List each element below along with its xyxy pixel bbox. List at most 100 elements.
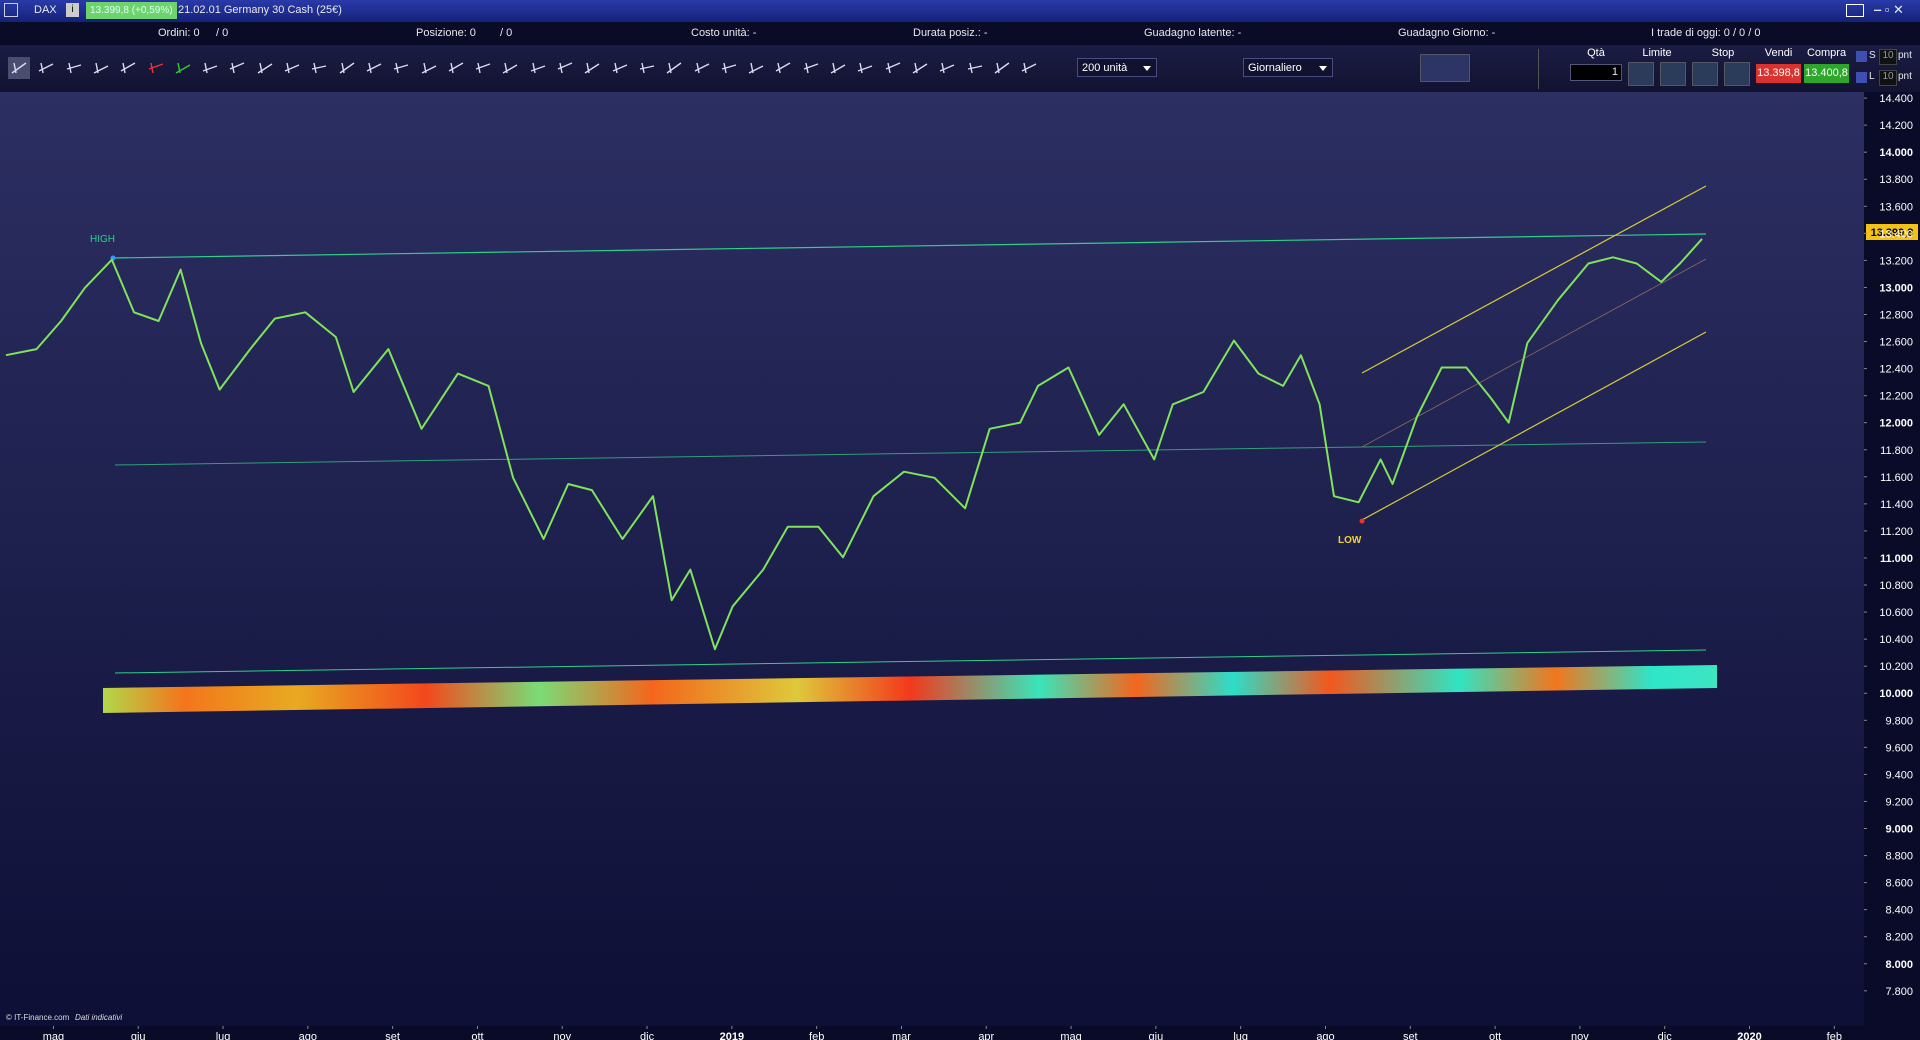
tool-icon[interactable] bbox=[172, 57, 194, 79]
keyboard-icon[interactable] bbox=[1846, 4, 1864, 17]
tool-icon[interactable] bbox=[1018, 57, 1040, 79]
channel-line[interactable] bbox=[1361, 185, 1707, 374]
indicator-button[interactable] bbox=[1420, 54, 1470, 82]
channel-line[interactable] bbox=[1361, 258, 1707, 448]
y-tick-label: 14.200 bbox=[1879, 120, 1913, 132]
buy-button[interactable]: 13.400,8 bbox=[1804, 64, 1849, 83]
y-tick-label: 11.200 bbox=[1880, 526, 1913, 538]
tool-icon[interactable] bbox=[199, 57, 221, 79]
tool-glyph bbox=[175, 62, 191, 74]
x-tick-label: lug bbox=[216, 1031, 231, 1040]
y-tick-label: 11.400 bbox=[1880, 499, 1913, 511]
limit-buy-button[interactable] bbox=[1628, 62, 1654, 86]
tool-icon[interactable] bbox=[854, 57, 876, 79]
stop-sell-button[interactable] bbox=[1724, 62, 1750, 86]
tool-icon[interactable] bbox=[90, 57, 112, 79]
title-bar: DAX i 13.399,8 (+0,59%) 21.02.01 Germany… bbox=[0, 0, 1920, 22]
y-tick-label: 8.000 bbox=[1885, 959, 1913, 971]
tool-icon[interactable] bbox=[882, 57, 904, 79]
limit-sell-button[interactable] bbox=[1660, 62, 1686, 86]
trend-line[interactable] bbox=[114, 649, 1707, 674]
tool-icon[interactable] bbox=[909, 57, 931, 79]
l-input[interactable]: 10 bbox=[1879, 70, 1897, 86]
tool-glyph bbox=[803, 62, 818, 74]
tool-icon[interactable] bbox=[991, 57, 1013, 79]
size-dropdown[interactable]: 200 unità bbox=[1077, 58, 1157, 77]
tool-glyph bbox=[11, 62, 27, 74]
tool-icon[interactable] bbox=[336, 57, 358, 79]
tool-icon[interactable] bbox=[663, 57, 685, 79]
tool-icon[interactable] bbox=[827, 57, 849, 79]
tool-icon[interactable] bbox=[445, 57, 467, 79]
tool-icon[interactable] bbox=[527, 57, 549, 79]
tool-icon[interactable] bbox=[554, 57, 576, 79]
info-bar: Ordini: 0 / 0 Posizione: 0 / 0 Costo uni… bbox=[0, 22, 1920, 45]
info-icon[interactable]: i bbox=[66, 3, 79, 17]
toolbar: 200 unità Giornaliero Qtà 1 Limite Stop … bbox=[0, 45, 1920, 93]
trend-line[interactable] bbox=[114, 441, 1707, 466]
tool-icon[interactable] bbox=[581, 57, 603, 79]
tool-icon[interactable] bbox=[145, 57, 167, 79]
window-icon[interactable] bbox=[4, 3, 18, 17]
tool-icon[interactable] bbox=[499, 57, 521, 79]
trend-line[interactable] bbox=[112, 233, 1707, 259]
tool-glyph bbox=[284, 62, 300, 74]
s-input[interactable]: 10 bbox=[1879, 49, 1897, 65]
x-tick-label: giu bbox=[1149, 1031, 1164, 1040]
qty-input[interactable]: 1 bbox=[1570, 64, 1622, 81]
y-tick-label: 13.200 bbox=[1879, 255, 1913, 267]
x-tick-label: feb bbox=[1827, 1031, 1842, 1040]
y-tick-label: 13.800 bbox=[1879, 174, 1913, 186]
channel-line[interactable] bbox=[1361, 331, 1707, 521]
low-marker bbox=[1359, 518, 1365, 524]
y-tick-label: 14.400 bbox=[1879, 93, 1913, 105]
plot-background bbox=[0, 92, 1864, 1026]
l-unit: pnt bbox=[1898, 71, 1912, 82]
tool-glyph bbox=[912, 62, 928, 74]
tool-icon[interactable] bbox=[772, 57, 794, 79]
tool-icon[interactable] bbox=[63, 57, 85, 79]
latent-gain: Guadagno latente: - bbox=[1144, 27, 1242, 39]
tool-icon[interactable] bbox=[609, 57, 631, 79]
tool-icon[interactable] bbox=[35, 57, 57, 79]
tool-icon[interactable] bbox=[964, 57, 986, 79]
tool-icon[interactable] bbox=[390, 57, 412, 79]
sell-button[interactable]: 13.398,8 bbox=[1756, 64, 1801, 83]
tool-icon[interactable] bbox=[418, 57, 440, 79]
y-tick-label: 12.200 bbox=[1879, 391, 1913, 403]
tool-icon[interactable] bbox=[472, 57, 494, 79]
tool-icon[interactable] bbox=[745, 57, 767, 79]
tool-icon[interactable] bbox=[226, 57, 248, 79]
tool-icon[interactable] bbox=[800, 57, 822, 79]
period-dropdown[interactable]: Giornaliero bbox=[1243, 58, 1333, 77]
tool-glyph bbox=[448, 62, 464, 74]
s-checkbox[interactable] bbox=[1856, 51, 1867, 62]
tool-icon[interactable] bbox=[636, 57, 658, 79]
symbol[interactable]: DAX bbox=[34, 4, 57, 16]
y-tick-label: 10.200 bbox=[1879, 661, 1913, 673]
tool-glyph bbox=[148, 62, 163, 74]
tool-icon[interactable] bbox=[363, 57, 385, 79]
tool-glyph bbox=[858, 62, 873, 74]
tool-icon[interactable] bbox=[117, 57, 139, 79]
heat-band bbox=[103, 665, 1717, 713]
x-tick-label: mar bbox=[892, 1031, 911, 1040]
tool-icon[interactable] bbox=[281, 57, 303, 79]
tool-glyph bbox=[475, 62, 491, 74]
tool-icon[interactable] bbox=[718, 57, 740, 79]
y-tick-label: 13.000 bbox=[1879, 282, 1913, 294]
tool-icon[interactable] bbox=[691, 57, 713, 79]
unit-cost: Costo unità: - bbox=[691, 27, 757, 39]
stop-buy-button[interactable] bbox=[1692, 62, 1718, 86]
tool-icon[interactable] bbox=[936, 57, 958, 79]
tool-icon[interactable] bbox=[308, 57, 330, 79]
tool-icon[interactable] bbox=[8, 57, 30, 79]
window-controls[interactable]: ‒ ▫ ✕ bbox=[1874, 2, 1904, 17]
l-checkbox[interactable] bbox=[1856, 72, 1867, 83]
limit-label: Limite bbox=[1642, 47, 1672, 59]
tool-icon[interactable] bbox=[254, 57, 276, 79]
y-tick-label: 11.800 bbox=[1880, 445, 1913, 457]
x-tick-label: lug bbox=[1233, 1031, 1248, 1040]
